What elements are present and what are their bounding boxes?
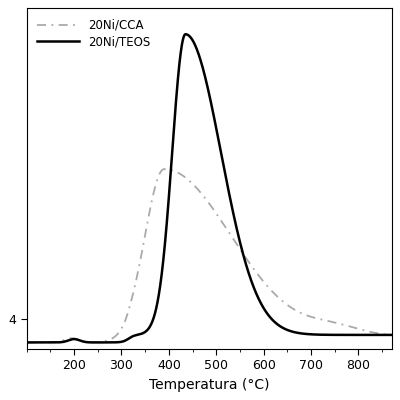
20Ni/TEOS bbox=[396, 332, 400, 337]
20Ni/CCA bbox=[186, 178, 191, 182]
20Ni/CCA bbox=[170, 168, 174, 173]
20Ni/TEOS bbox=[170, 152, 174, 156]
20Ni/TEOS bbox=[186, 33, 191, 38]
20Ni/CCA bbox=[24, 340, 29, 345]
20Ni/CCA bbox=[162, 167, 166, 172]
20Ni/TEOS bbox=[355, 332, 360, 337]
20Ni/TEOS bbox=[90, 340, 95, 345]
20Ni/CCA bbox=[90, 340, 95, 345]
Line: 20Ni/TEOS: 20Ni/TEOS bbox=[27, 34, 400, 342]
Line: 20Ni/CCA: 20Ni/CCA bbox=[27, 169, 400, 342]
20Ni/CCA bbox=[396, 333, 400, 338]
20Ni/CCA bbox=[68, 336, 72, 341]
Legend: 20Ni/CCA, 20Ni/TEOS: 20Ni/CCA, 20Ni/TEOS bbox=[32, 14, 155, 53]
20Ni/TEOS bbox=[68, 338, 72, 342]
20Ni/TEOS bbox=[183, 32, 188, 37]
20Ni/TEOS bbox=[24, 340, 29, 345]
X-axis label: Temperatura (°C): Temperatura (°C) bbox=[149, 378, 269, 392]
20Ni/CCA bbox=[355, 326, 360, 331]
